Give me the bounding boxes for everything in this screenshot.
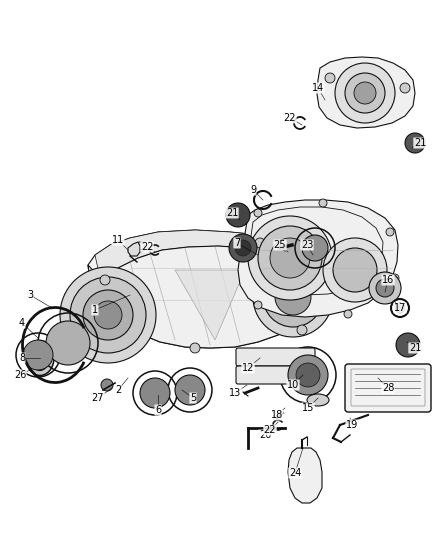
Circle shape — [140, 378, 170, 408]
Circle shape — [396, 333, 420, 357]
Circle shape — [226, 203, 250, 227]
Text: 12: 12 — [242, 363, 254, 373]
Text: 27: 27 — [92, 393, 104, 403]
Circle shape — [405, 133, 425, 153]
Circle shape — [255, 238, 265, 248]
Text: 10: 10 — [287, 380, 299, 390]
Polygon shape — [95, 230, 315, 278]
Text: 28: 28 — [382, 383, 394, 393]
Circle shape — [229, 234, 257, 262]
Circle shape — [325, 73, 335, 83]
Text: 21: 21 — [414, 138, 426, 148]
Text: 25: 25 — [274, 240, 286, 250]
Ellipse shape — [26, 341, 54, 376]
Text: 2: 2 — [115, 385, 121, 395]
FancyBboxPatch shape — [236, 366, 315, 384]
FancyBboxPatch shape — [236, 348, 315, 366]
Polygon shape — [128, 242, 140, 256]
Ellipse shape — [307, 394, 329, 406]
Text: 17: 17 — [394, 303, 406, 313]
Text: 1: 1 — [92, 305, 98, 315]
Text: 19: 19 — [346, 420, 358, 430]
Circle shape — [391, 274, 399, 282]
Polygon shape — [88, 246, 315, 348]
Polygon shape — [175, 270, 245, 340]
Circle shape — [395, 303, 405, 313]
Circle shape — [253, 257, 333, 337]
Circle shape — [175, 375, 205, 405]
Circle shape — [254, 301, 262, 309]
Circle shape — [302, 235, 328, 261]
Text: 15: 15 — [302, 403, 314, 413]
Text: 11: 11 — [112, 235, 124, 245]
Text: 13: 13 — [229, 388, 241, 398]
Circle shape — [190, 343, 200, 353]
Circle shape — [345, 73, 385, 113]
Circle shape — [335, 63, 395, 123]
Circle shape — [376, 279, 394, 297]
Text: 18: 18 — [271, 410, 283, 420]
Text: 4: 4 — [19, 318, 25, 328]
Circle shape — [270, 238, 310, 278]
Text: 20: 20 — [259, 430, 271, 440]
Circle shape — [303, 267, 313, 277]
Text: 9: 9 — [250, 185, 256, 195]
Circle shape — [386, 228, 394, 236]
Circle shape — [319, 199, 327, 207]
Circle shape — [400, 83, 410, 93]
Circle shape — [354, 82, 376, 104]
Circle shape — [333, 248, 377, 292]
Text: 22: 22 — [284, 113, 296, 123]
Text: 24: 24 — [289, 468, 301, 478]
Circle shape — [70, 277, 146, 353]
Text: 7: 7 — [234, 238, 240, 248]
Text: 21: 21 — [409, 343, 421, 353]
Text: 3: 3 — [27, 290, 33, 300]
Circle shape — [323, 238, 387, 302]
Circle shape — [60, 267, 156, 363]
Circle shape — [100, 275, 110, 285]
Circle shape — [275, 279, 311, 315]
Polygon shape — [238, 200, 398, 317]
Circle shape — [263, 267, 323, 327]
Circle shape — [288, 355, 328, 395]
Circle shape — [46, 321, 90, 365]
Circle shape — [258, 226, 322, 290]
Circle shape — [23, 340, 53, 370]
Text: 8: 8 — [19, 353, 25, 363]
Text: 14: 14 — [312, 83, 324, 93]
Circle shape — [296, 363, 320, 387]
Circle shape — [101, 379, 113, 391]
Polygon shape — [88, 230, 318, 348]
Polygon shape — [317, 57, 415, 128]
Ellipse shape — [31, 345, 49, 370]
Circle shape — [94, 301, 122, 329]
Circle shape — [344, 310, 352, 318]
Text: 5: 5 — [190, 393, 196, 403]
Circle shape — [369, 272, 401, 304]
Circle shape — [254, 209, 262, 217]
Circle shape — [83, 290, 133, 340]
Polygon shape — [288, 448, 322, 503]
Circle shape — [297, 325, 307, 335]
FancyBboxPatch shape — [345, 364, 431, 412]
Circle shape — [235, 240, 251, 256]
Text: 16: 16 — [382, 275, 394, 285]
Text: 26: 26 — [14, 370, 26, 380]
Text: 23: 23 — [301, 240, 313, 250]
Circle shape — [248, 216, 332, 300]
Circle shape — [135, 242, 145, 252]
Text: 22: 22 — [264, 425, 276, 435]
Text: 6: 6 — [155, 405, 161, 415]
Text: 21: 21 — [226, 208, 238, 218]
Text: 22: 22 — [141, 242, 153, 252]
